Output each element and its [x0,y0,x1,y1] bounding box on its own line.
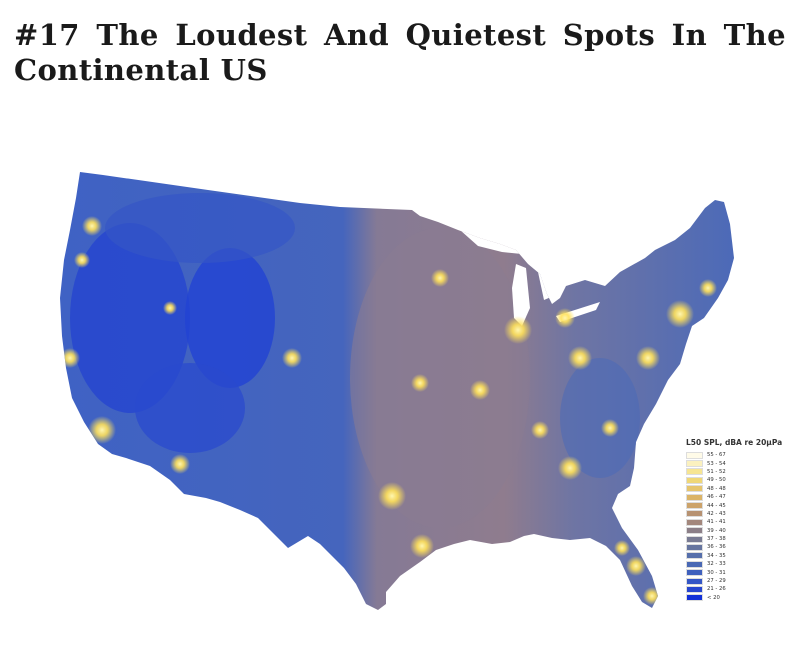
legend-title: L50 SPL, dBA re 20μPa [686,438,783,447]
legend-label: 55 - 67 [707,452,726,459]
legend-swatch [686,502,703,510]
quiet-region-great-basin [70,223,190,413]
legend-label: < 20 [707,594,720,601]
us-noise-map [60,172,734,610]
quiet-region-rockies [185,248,275,388]
legend-item: 48 - 48 [686,485,786,493]
legend-swatch [686,543,703,551]
city-glow-san-francisco [60,348,80,368]
city-glow-dallas [378,482,406,510]
legend-label: 32 - 33 [707,561,726,568]
legend-label: 34 - 35 [707,552,726,559]
city-glow-seattle [82,216,102,236]
legend-swatch [686,560,703,568]
legend-label: 48 - 48 [707,485,726,492]
legend-item: 39 - 40 [686,527,786,535]
legend-item: 27 - 29 [686,577,786,585]
legend-swatch [686,451,703,459]
city-glow-miami [643,587,661,605]
legend-swatch [686,577,703,585]
quiet-region-southwest [135,363,245,453]
legend-label: 39 - 40 [707,527,726,534]
legend-item: 53 - 54 [686,459,786,468]
legend-label: 30 - 31 [707,569,726,576]
legend-item: 55 - 67 [686,451,786,459]
legend-item: < 20 [686,594,786,602]
legend-item: 36 - 36 [686,543,786,551]
legend-label: 53 - 54 [707,460,726,467]
city-glow-st-louis [470,380,490,400]
legend-item: 21 - 26 [686,585,786,593]
city-glow-ohio [568,346,592,370]
appalachian-blue [560,358,640,478]
legend-swatch [686,510,703,518]
noise-map-figure: L50 SPL, dBA re 20μPa 55 - 67 53 - 54 51 -… [40,168,800,648]
legend-swatch [686,552,703,560]
legend-item: 30 - 31 [686,568,786,577]
city-glow-houston [410,534,434,558]
legend-label: 37 - 38 [707,536,726,543]
legend-swatch [686,535,703,543]
legend-item: 41 - 41 [686,518,786,526]
legend-item: 46 - 47 [686,493,786,501]
legend-item: 32 - 33 [686,560,786,568]
city-glow-new-york [666,300,694,328]
city-glow-los-angeles [88,416,116,444]
city-glow-boston [699,279,717,297]
legend-label: 46 - 47 [707,494,726,501]
legend-swatch [686,569,703,577]
legend-rows: 55 - 67 53 - 54 51 - 52 49 - 50 48 - 48 46 - … [686,451,786,602]
city-glow-atlanta [558,456,582,480]
city-glow-charlotte [601,419,619,437]
article-title: #17 The Loudest And Quietest Spots In Th… [14,18,786,87]
legend-swatch [686,527,703,535]
legend-label: 27 - 29 [707,578,726,585]
city-glows [60,216,717,605]
city-glow-dc [636,346,660,370]
legend-label: 51 - 52 [707,468,726,475]
legend-item: 51 - 52 [686,468,786,476]
legend-swatch [686,468,703,476]
legend-item: 34 - 35 [686,552,786,560]
city-glow-florida [626,556,646,576]
legend-swatch [686,518,703,526]
legend-item: 42 - 43 [686,510,786,518]
legend-label: 49 - 50 [707,477,726,484]
quiet-region-northern-plains [105,193,295,263]
legend-swatch [686,585,703,593]
legend-label: 44 - 45 [707,502,726,509]
city-glow-denver [282,348,302,368]
city-glow-phoenix [170,454,190,474]
city-glow-kansas-city [411,374,429,392]
legend-item: 37 - 38 [686,535,786,543]
legend-label: 36 - 36 [707,544,726,551]
city-glow-nashville [531,421,549,439]
city-glow-portland [74,252,90,268]
lake-michigan [512,264,530,326]
legend-swatch [686,485,703,493]
legend-item: 44 - 45 [686,501,786,510]
legend-swatch [686,460,703,468]
city-glow-tampa [614,540,630,556]
city-glow-minneapolis [431,269,449,287]
legend-item: 49 - 50 [686,476,786,484]
map-legend: L50 SPL, dBA re 20μPa 55 - 67 53 - 54 51 -… [686,438,786,602]
midwest-band [350,228,530,528]
city-glow-salt-lake [163,301,177,315]
city-glow-chicago [504,316,532,344]
legend-swatch [686,476,703,484]
city-glow-detroit [555,308,575,328]
legend-label: 42 - 43 [707,510,726,517]
legend-swatch [686,493,703,501]
legend-swatch [686,594,703,602]
legend-label: 41 - 41 [707,519,726,526]
legend-label: 21 - 26 [707,586,726,593]
